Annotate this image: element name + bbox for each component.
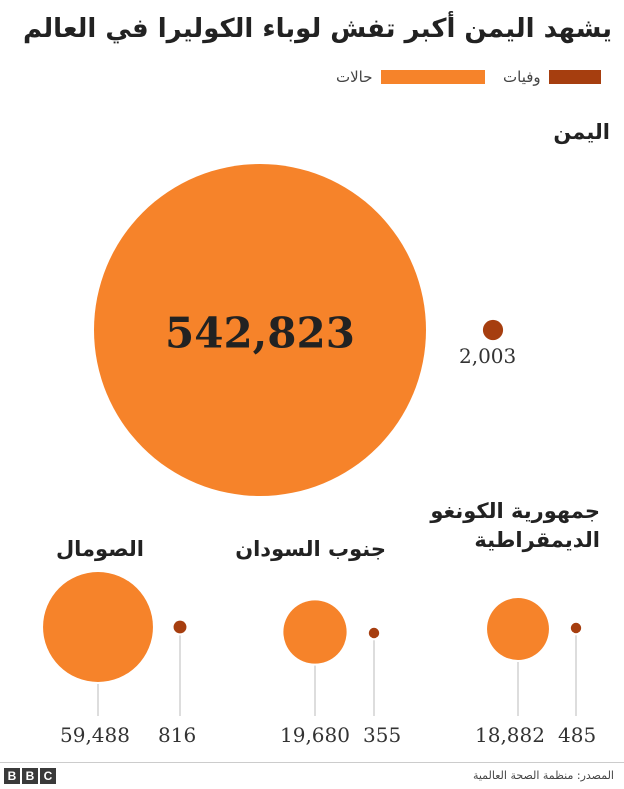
country-label-drc-line2: الديمقراطية: [474, 528, 600, 553]
value-label-yemen-cases: 542,823: [165, 308, 355, 358]
country-label-yemen: اليمن: [553, 120, 610, 144]
south-sudan-cases-circle: [283, 600, 347, 664]
legend-item-deaths: وفيات: [503, 68, 601, 86]
value-label-south-sudan-cases: 19,680: [280, 723, 350, 747]
legend-swatch-deaths: [548, 70, 601, 84]
legend-label-cases: حالات: [336, 68, 373, 86]
value-label-somalia-cases: 59,488: [60, 723, 130, 747]
legend-swatch-cases: [380, 70, 485, 84]
yemen-deaths-circle: [482, 319, 504, 341]
bbc-logo-letter: C: [40, 768, 56, 784]
value-label-somalia-deaths: 816: [158, 723, 197, 747]
chart-title: يشهد اليمن أكبر تفش لوباء الكوليرا في ال…: [23, 14, 612, 44]
country-label-drc-line1: جمهورية الكونغو: [430, 499, 600, 523]
bbc-logo: B B C: [4, 768, 56, 784]
value-label-south-sudan-deaths: 355: [363, 723, 402, 747]
somalia-cases-circle: [43, 572, 153, 682]
value-label-drc-deaths: 485: [558, 723, 597, 747]
value-label-yemen-deaths: 2,003: [459, 344, 517, 368]
south-sudan-deaths-circle: [368, 627, 380, 639]
value-label-drc-cases: 18,882: [475, 723, 545, 747]
footer-divider: [0, 762, 624, 763]
legend-item-cases: حالات: [336, 68, 485, 86]
yemen-cases-circle: [94, 164, 426, 496]
source-note: المصدر: منظمة الصحة العالمية: [472, 769, 614, 782]
drc-cases-circle: [487, 598, 549, 660]
country-label-south-sudan: جنوب السودان: [235, 537, 386, 561]
country-label-somalia: الصومال: [55, 537, 144, 561]
somalia-deaths-circle: [173, 620, 187, 634]
legend: وفيات حالات: [0, 68, 624, 92]
legend-label-deaths: وفيات: [503, 68, 541, 86]
country-label-drc: جمهورية الكونغو الديمقراطية: [430, 497, 600, 556]
drc-deaths-circle: [570, 622, 582, 634]
bbc-logo-letter: B: [4, 768, 20, 784]
bbc-logo-letter: B: [22, 768, 38, 784]
